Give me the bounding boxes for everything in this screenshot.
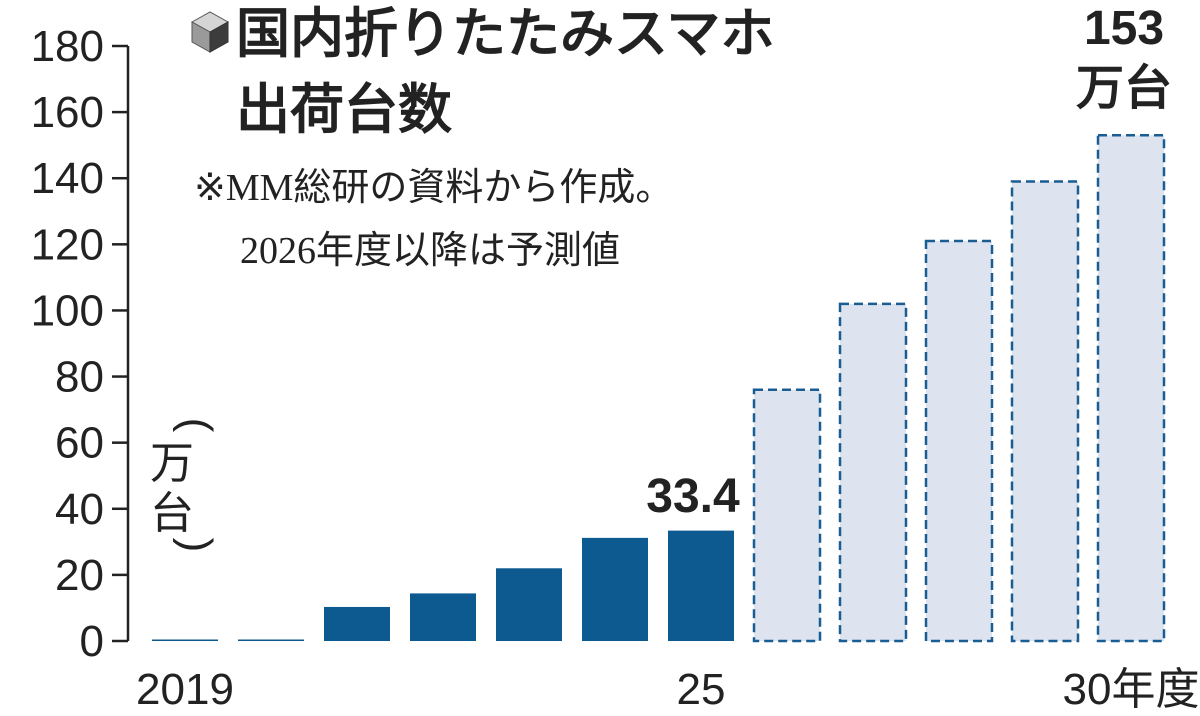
bars (152, 134, 1166, 643)
y-axis: 0 20 40 60 80 100 120 140 160 180 (31, 22, 130, 666)
y-tick-label: 140 (31, 154, 104, 203)
x-tick-label: 25 (677, 665, 726, 714)
bar-forecast-2026 (752, 388, 822, 643)
y-tick-label: 60 (55, 419, 104, 468)
bar-actual-2020 (238, 639, 304, 641)
y-tick-label: 120 (31, 220, 104, 269)
bar-forecast-2029 (1010, 180, 1080, 643)
bar-forecast-2027 (838, 302, 908, 643)
callout-forecast-value: 153 (1084, 2, 1164, 55)
callout-forecast-unit: 万台 (1076, 62, 1172, 115)
y-tick-label: 0 (80, 617, 104, 666)
bar-actual-2021 (324, 606, 390, 641)
bar-forecast-2030 (1096, 134, 1166, 643)
unit-label: ( 万 台 ) (150, 418, 221, 553)
bar-actual-2022 (410, 593, 476, 641)
bar-actual-2024 (582, 537, 648, 641)
source-note-line1: ※MM総研の資料から作成。 (194, 167, 673, 209)
source-note-line2: 2026年度以降は予測値 (240, 230, 620, 272)
y-tick-label: 180 (31, 22, 104, 71)
y-tick-label: 100 (31, 286, 104, 335)
unit-paren-close: ) (172, 538, 221, 553)
y-tick-label: 20 (55, 551, 104, 600)
unit-char-1: 万 (150, 439, 194, 488)
y-tick-label: 40 (55, 485, 104, 534)
bar-actual-2019 (152, 639, 218, 641)
y-tick-label: 160 (31, 88, 104, 137)
x-tick-label: 30年度 (1063, 665, 1200, 714)
chart-title-line2: 出荷台数 (236, 80, 452, 140)
x-axis: 2019 25 30年度 (136, 665, 1199, 714)
chart-title-line1: 国内折りたたみスマホ (236, 4, 774, 64)
bar-forecast-2028 (924, 239, 994, 643)
cube-icon (190, 11, 230, 53)
unit-char-2: 台 (150, 489, 194, 538)
y-tick-label: 80 (55, 353, 104, 402)
callout-actual-last: 33.4 (646, 470, 740, 523)
bar-actual-2023 (496, 568, 562, 641)
unit-paren-open: ( (172, 418, 221, 433)
x-tick-label: 2019 (136, 665, 234, 714)
bar-actual-2025 (668, 530, 734, 641)
